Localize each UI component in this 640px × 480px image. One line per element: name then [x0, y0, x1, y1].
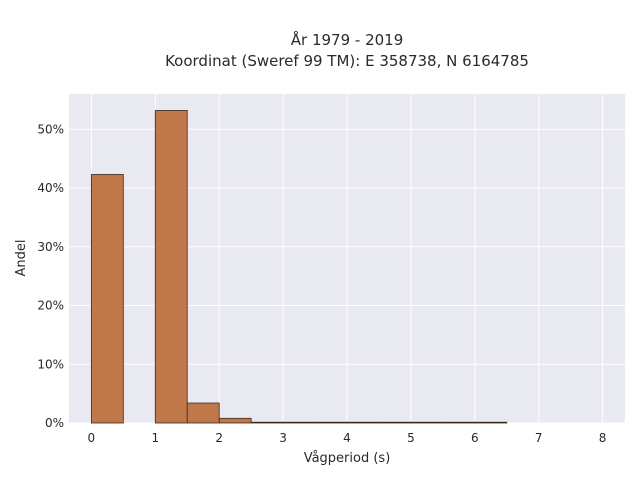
y-tick-label: 50%	[37, 122, 64, 136]
x-tick-label: 3	[279, 431, 287, 445]
histogram-bar	[90, 174, 124, 424]
histogram-bar	[218, 417, 252, 424]
histogram-bar	[378, 421, 412, 424]
x-tick-label: 6	[471, 431, 479, 445]
x-tick-label: 8	[599, 431, 607, 445]
x-tick-label: 4	[343, 431, 351, 445]
histogram-bar	[442, 421, 476, 424]
y-tick-label: 20%	[37, 299, 64, 313]
histogram-bar	[346, 421, 380, 424]
x-tick-label: 2	[215, 431, 223, 445]
histogram-bar	[154, 110, 188, 424]
y-tick-label: 40%	[37, 181, 64, 195]
x-tick-label: 7	[535, 431, 543, 445]
y-tick-label: 30%	[37, 240, 64, 254]
y-tick-label: 0%	[45, 416, 64, 430]
chart-title-line-1: År 1979 - 2019	[291, 30, 404, 49]
x-tick-label: 5	[407, 431, 415, 445]
chart-title-line-2: Koordinat (Sweref 99 TM): E 358738, N 61…	[165, 52, 529, 70]
x-tick-label: 0	[88, 431, 96, 445]
bars	[90, 110, 508, 424]
histogram-bar	[474, 421, 508, 424]
y-axis-label: Andel	[14, 240, 29, 277]
x-axis-ticks: 0 1 2 3 4 5 6 7 8	[88, 431, 607, 445]
y-tick-label: 10%	[37, 357, 64, 371]
y-axis-ticks: 0% 10% 20% 30% 40% 50%	[37, 122, 64, 430]
histogram-bar	[410, 421, 444, 424]
x-axis-label: Vågperiod (s)	[304, 451, 391, 466]
histogram-bar	[314, 421, 348, 424]
histogram-bar	[250, 421, 284, 424]
x-tick-label: 1	[151, 431, 159, 445]
histogram-bar	[282, 421, 316, 424]
histogram-bar	[186, 402, 220, 424]
